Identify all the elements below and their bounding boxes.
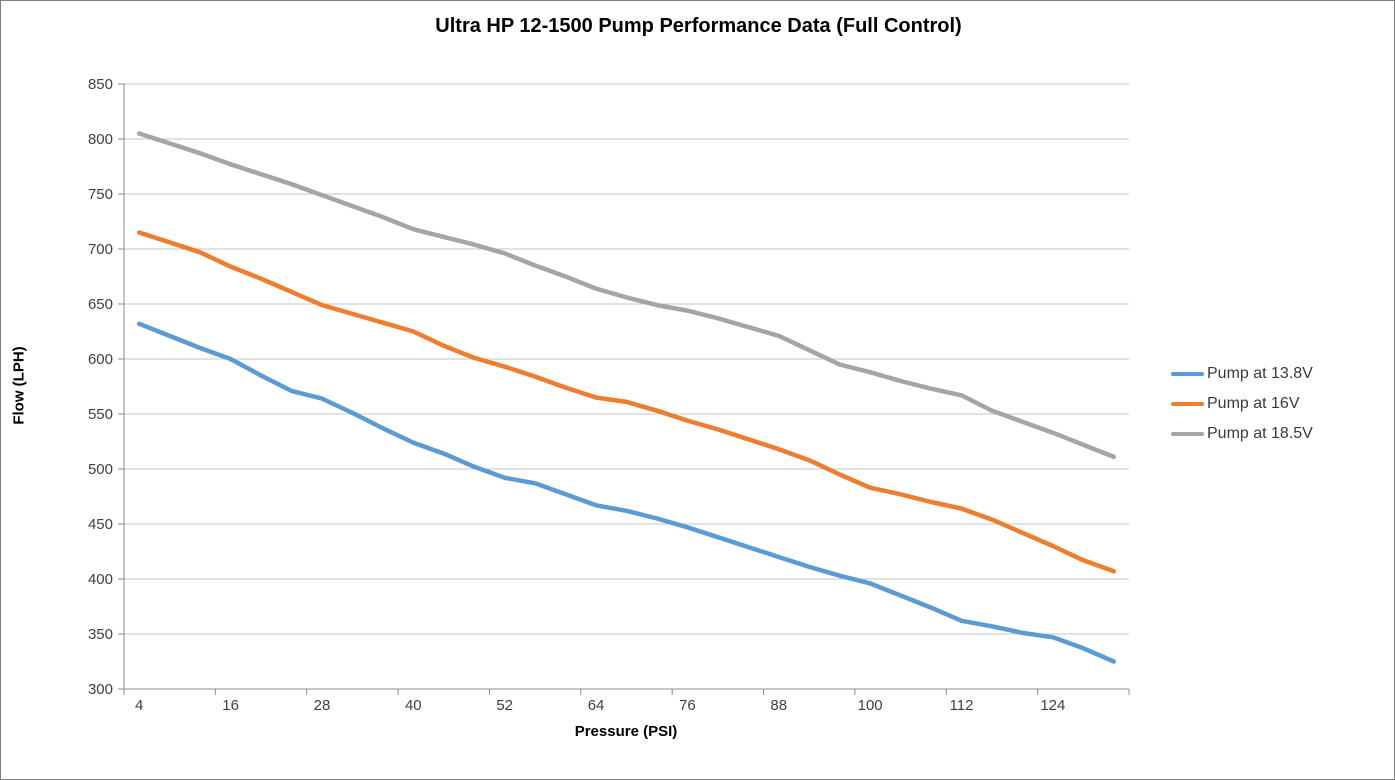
svg-text:76: 76 — [679, 697, 696, 714]
legend-item-13-8v: Pump at 13.8V — [1171, 363, 1389, 385]
series-swatch-16v — [1171, 401, 1204, 407]
svg-text:64: 64 — [588, 697, 605, 714]
svg-text:600: 600 — [88, 351, 113, 368]
svg-text:550: 550 — [88, 406, 113, 423]
svg-text:800: 800 — [88, 131, 113, 148]
svg-text:300: 300 — [88, 681, 113, 698]
svg-text:100: 100 — [858, 697, 883, 714]
legend-label: Pump at 18.5V — [1207, 425, 1313, 442]
series-swatch-18-5v — [1171, 431, 1204, 437]
legend-label: Pump at 16V — [1207, 395, 1300, 412]
svg-text:700: 700 — [88, 241, 113, 258]
svg-text:88: 88 — [770, 697, 787, 714]
svg-text:400: 400 — [88, 571, 113, 588]
svg-text:750: 750 — [88, 186, 113, 203]
svg-text:850: 850 — [88, 76, 113, 93]
svg-text:500: 500 — [88, 461, 113, 478]
svg-text:450: 450 — [88, 516, 113, 533]
svg-text:124: 124 — [1040, 697, 1065, 714]
svg-text:4: 4 — [135, 697, 143, 714]
legend-item-18-5v: Pump at 18.5V — [1171, 423, 1389, 445]
x-axis-title: Pressure (PSI) — [574, 723, 678, 740]
series-swatch-13-8v — [1171, 371, 1204, 377]
legend: Pump at 13.8V Pump at 16V Pump at 18.5V — [1171, 363, 1389, 453]
svg-text:52: 52 — [496, 697, 513, 714]
svg-text:40: 40 — [405, 697, 422, 714]
legend-label: Pump at 13.8V — [1207, 365, 1313, 382]
svg-text:112: 112 — [950, 697, 974, 714]
chart-title: Ultra HP 12-1500 Pump Performance Data (… — [435, 15, 962, 37]
svg-text:650: 650 — [88, 296, 113, 313]
svg-text:16: 16 — [222, 697, 239, 714]
legend-item-16v: Pump at 16V — [1171, 393, 1389, 415]
svg-text:28: 28 — [314, 697, 331, 714]
svg-text:350: 350 — [88, 626, 113, 643]
